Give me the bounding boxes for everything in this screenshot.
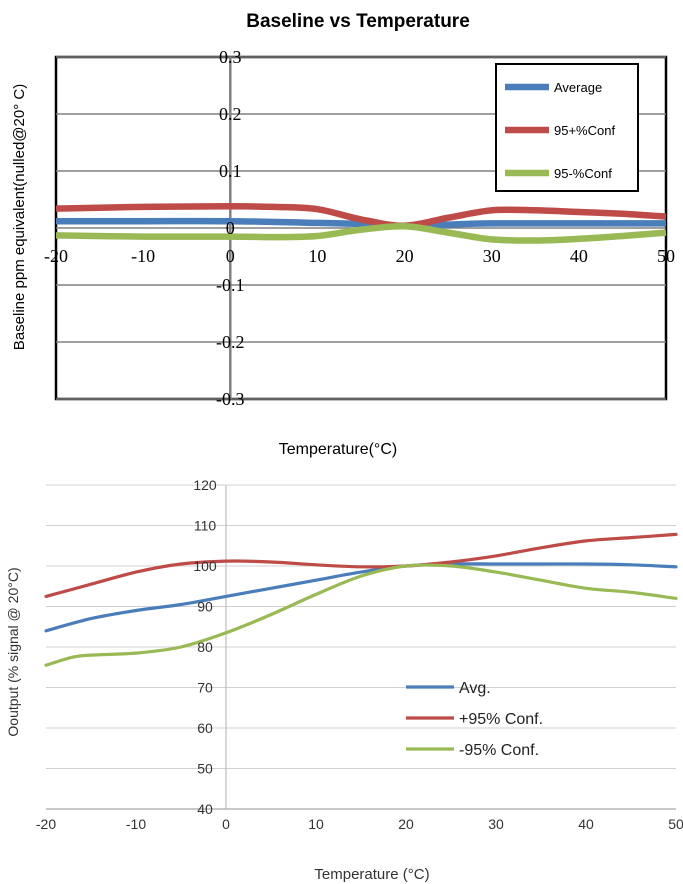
chart-1-x-axis-label: Temperature(°C) (279, 441, 397, 458)
chart-2-x-tick-label: 40 (578, 816, 594, 832)
chart-2-y-tick-label: 100 (193, 558, 217, 574)
chart-2-legend: Avg. +95% Conf. -95% Conf. (406, 680, 543, 759)
chart-1: Baseline vs Temperature 0.3 0.2 0.1 0 -0.1 -0… (11, 11, 675, 458)
chart-1-y-tick-label: 0.3 (219, 47, 242, 67)
chart-2-y-tick-label: 70 (197, 680, 213, 696)
chart-2-y-tick-label: 80 (197, 639, 213, 655)
chart-1-y-axis-label: Baseline ppm equivalent(nulled@20° C) (11, 84, 28, 350)
chart-1-x-tick-label: 10 (308, 246, 326, 266)
chart-2-y-tick-label: 40 (197, 801, 213, 817)
chart-1-series-line (55, 222, 667, 244)
chart-2-series-line (44, 532, 678, 598)
chart-2-legend-label: +95% Conf. (459, 711, 543, 728)
chart-1-y-tick-label: 0.1 (219, 161, 242, 181)
chart-1-x-tick-label: -10 (131, 246, 155, 266)
chart-2-x-tick-label: 10 (308, 816, 324, 832)
chart-2-legend-label: -95% Conf. (459, 742, 539, 759)
chart-2-y-tick-label: 120 (193, 477, 217, 493)
chart-1-tick-labels: 0.3 0.2 0.1 0 -0.1 -0.2 -0.3 -20 -10 0 10 20 30 40 50 (44, 47, 675, 409)
chart-1-y-tick-label: 0 (226, 218, 235, 238)
chart-1-legend-label: 95+%Conf (554, 123, 615, 138)
chart-2-y-tick-label: 60 (197, 720, 213, 736)
chart-1-x-tick-label: 40 (570, 246, 588, 266)
chart-1-series (55, 203, 667, 244)
chart-1-y-tick-label: -0.2 (216, 332, 245, 352)
chart-2-x-tick-label: 20 (398, 816, 414, 832)
chart-1-title: Baseline vs Temperature (246, 11, 470, 32)
chart-2-y-axis-label: Ooutput (% signal @ 20°C) (5, 567, 21, 736)
chart-2-series-line (44, 563, 678, 667)
chart-1-y-tick-label: -0.1 (216, 275, 245, 295)
chart-1-x-tick-label: 0 (226, 246, 235, 266)
chart-1-x-tick-label: 30 (483, 246, 501, 266)
chart-1-legend-label: Average (554, 80, 602, 95)
chart-2-x-tick-label: -20 (36, 816, 56, 832)
chart-2-x-tick-label: 50 (668, 816, 683, 832)
chart-1-x-tick-label: 50 (657, 246, 675, 266)
chart-1-y-tick-label: 0.2 (219, 104, 242, 124)
chart-1-x-tick-label: 20 (396, 246, 414, 266)
chart-1-legend-label: 95-%Conf (554, 166, 612, 181)
chart-2-series-line (44, 562, 678, 633)
chart-2-x-axis-label: Temperature (°C) (314, 866, 429, 883)
chart-2-series (44, 532, 678, 667)
chart-2-y-tick-label: 110 (194, 518, 217, 534)
chart-2-gridlines (46, 484, 676, 810)
chart-1-y-tick-label: -0.3 (216, 389, 245, 409)
chart-2-x-tick-label: 0 (222, 816, 230, 832)
chart-1-legend: Average 95+%Conf 95-%Conf (495, 63, 639, 192)
chart-2-x-tick-label: 30 (488, 816, 504, 832)
chart-2-tick-labels: 120 110 100 90 80 70 60 50 40 -20 -10 0 10 20 30 40 50 (36, 477, 683, 832)
chart-2: 120 110 100 90 80 70 60 50 40 -20 -10 0 10 20 30 40 50 O… (5, 477, 683, 883)
chart-2-legend-label: Avg. (459, 680, 491, 697)
chart-2-y-tick-label: 50 (197, 761, 213, 777)
chart-2-x-tick-label: -10 (126, 816, 146, 832)
chart-1-x-tick-label: -20 (44, 246, 68, 266)
chart-2-y-tick-label: 90 (197, 599, 213, 615)
